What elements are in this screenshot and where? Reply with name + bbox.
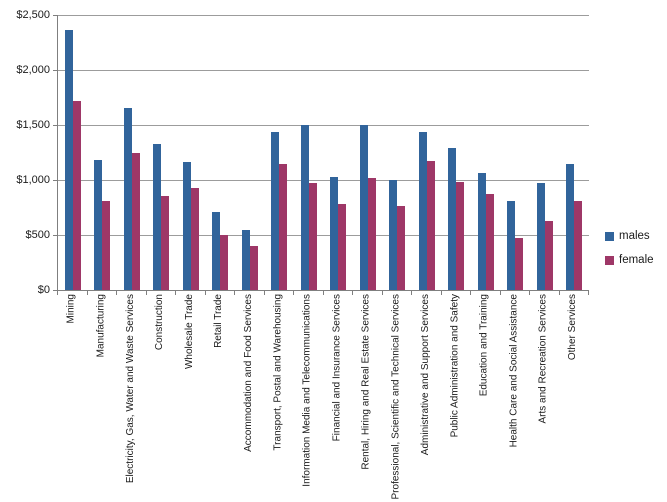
gridline xyxy=(58,125,589,126)
bar-males-15 xyxy=(477,173,486,290)
bar-males-13 xyxy=(418,132,427,290)
x-category-label: Electricity, Gas, Water and Waste Servic… xyxy=(124,294,136,484)
gridline xyxy=(58,15,589,16)
x-tick xyxy=(588,291,589,295)
bar-female-17 xyxy=(544,220,553,290)
bar-males-14 xyxy=(448,148,457,290)
bar-males-4 xyxy=(153,143,162,290)
bar-female-12 xyxy=(397,206,406,290)
bar-female-11 xyxy=(367,178,376,290)
bar-female-6 xyxy=(220,235,229,290)
x-category-label: Mining xyxy=(65,294,77,324)
bar-males-8 xyxy=(271,131,280,290)
x-tick xyxy=(175,291,176,295)
bar-males-2 xyxy=(94,160,103,290)
bar-males-12 xyxy=(389,180,398,290)
y-tick-label: $2,500 xyxy=(16,8,50,21)
x-tick xyxy=(57,291,58,295)
x-category-label: Wholesale Trade xyxy=(183,294,195,370)
bar-female-4 xyxy=(161,195,170,290)
legend-label-males: males xyxy=(619,230,650,242)
y-tick-label: $2,000 xyxy=(16,63,50,76)
bar-female-16 xyxy=(515,237,524,290)
y-tick xyxy=(53,15,57,16)
bar-males-7 xyxy=(241,229,250,290)
bar-female-5 xyxy=(190,187,199,290)
x-tick xyxy=(470,291,471,295)
legend-swatch-female-icon xyxy=(605,256,614,265)
y-tick-label: $1,500 xyxy=(16,118,50,131)
x-tick xyxy=(411,291,412,295)
bar-males-11 xyxy=(359,125,368,290)
bar-males-18 xyxy=(566,163,575,290)
bar-males-10 xyxy=(330,177,339,290)
bar-males-3 xyxy=(123,107,132,290)
x-tick xyxy=(234,291,235,295)
x-tick xyxy=(322,291,324,295)
legend-item-female: female xyxy=(605,254,654,267)
bar-female-8 xyxy=(279,163,288,290)
x-category-label: Accommodation and Food Services xyxy=(242,294,254,452)
x-category-label: Manufacturing xyxy=(95,294,107,358)
y-tick xyxy=(53,290,57,291)
bar-males-9 xyxy=(300,125,309,290)
x-tick xyxy=(352,291,353,295)
x-category-label: Arts and Recreation Services xyxy=(537,294,549,424)
x-tick xyxy=(116,291,117,295)
x-tick xyxy=(263,291,265,295)
x-tick xyxy=(440,291,442,295)
x-tick xyxy=(204,291,206,295)
y-tick-label: $500 xyxy=(25,228,50,241)
bar-males-1 xyxy=(64,30,73,290)
y-tick xyxy=(53,235,57,236)
bar-males-16 xyxy=(507,201,516,290)
x-tick xyxy=(86,291,88,295)
legend-label-female: female xyxy=(619,254,654,266)
x-category-label: Education and Training xyxy=(478,294,490,397)
x-category-label: Public Administration and Safety xyxy=(449,294,461,438)
x-tick xyxy=(529,291,530,295)
y-tick-label: $0 xyxy=(37,283,50,296)
bar-female-10 xyxy=(338,203,347,290)
x-category-label: Construction xyxy=(154,294,166,351)
gridline xyxy=(58,235,589,236)
x-tick xyxy=(145,291,147,295)
bar-female-13 xyxy=(426,160,435,290)
x-category-label: Professional, Scientific and Technical S… xyxy=(390,294,402,500)
x-category-label: Information Media and Telecommunications xyxy=(301,294,313,487)
gridline xyxy=(58,70,589,71)
y-tick xyxy=(53,70,57,71)
x-tick xyxy=(499,291,501,295)
plot-area xyxy=(57,15,589,291)
x-category-label: Retail Trade xyxy=(213,294,225,348)
x-category-label: Financial and Insurance Services xyxy=(331,294,343,442)
legend: males female xyxy=(605,230,654,278)
x-category-label: Administrative and Support Services xyxy=(419,294,431,456)
y-tick xyxy=(53,180,57,181)
x-tick xyxy=(558,291,560,295)
y-tick xyxy=(53,125,57,126)
bar-males-17 xyxy=(536,182,545,290)
bar-female-15 xyxy=(485,194,494,290)
x-tick xyxy=(293,291,294,295)
bar-female-18 xyxy=(574,200,583,290)
bar-female-1 xyxy=(72,100,81,290)
bar-female-9 xyxy=(308,183,317,290)
x-category-label: Transport, Postal and Warehousing xyxy=(272,294,284,451)
x-tick xyxy=(381,291,383,295)
gridline xyxy=(58,180,589,181)
bar-males-6 xyxy=(212,211,221,290)
bar-female-7 xyxy=(249,246,258,290)
x-category-label: Other Services xyxy=(567,294,579,361)
y-tick-label: $1,000 xyxy=(16,173,50,186)
bar-female-3 xyxy=(131,152,140,290)
legend-item-males: males xyxy=(605,230,654,243)
legend-swatch-males-icon xyxy=(605,232,614,241)
bar-female-2 xyxy=(102,200,111,290)
bar-female-14 xyxy=(456,182,465,290)
x-category-label: Rental, Hiring and Real Estate Services xyxy=(360,294,372,470)
bar-males-5 xyxy=(182,162,191,290)
x-category-label: Health Care and Social Assistance xyxy=(508,294,520,448)
